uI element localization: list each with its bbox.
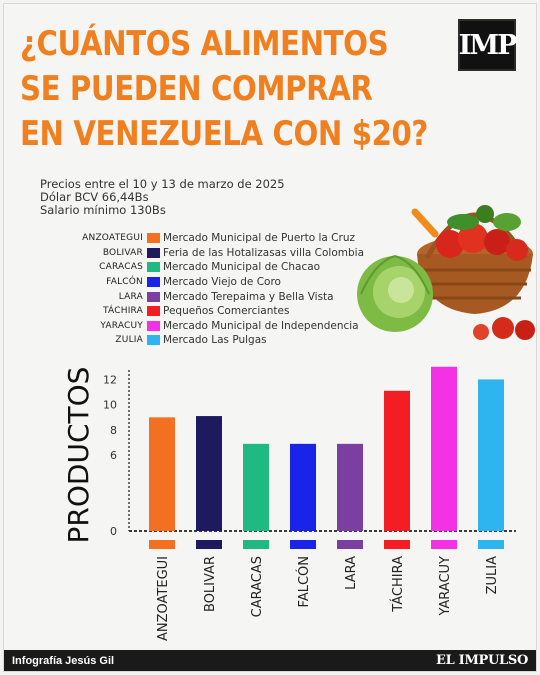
x-tick-label: BOLIVAR (203, 556, 218, 612)
legend-color-swatch (147, 247, 160, 258)
x-axis-swatch (431, 540, 457, 549)
legend-market-name: Mercado Las Pulgas (163, 334, 267, 347)
bar (243, 443, 269, 531)
bar-chart: PRODUCTOS 0 6 8 10 12 ANZOATEGUI BOLIVAR CARAC… (62, 366, 516, 641)
legend-market-name: Mercado Municipal de Puerto la Cruz (163, 232, 355, 245)
x-tick-label: LARA (344, 556, 359, 590)
legend-item: FALCÓN Mercado Viejo de Coro (44, 275, 364, 290)
legend-color-swatch (147, 320, 160, 331)
el-impulso-brand: EL IMPULSO (435, 653, 528, 668)
legend-color-swatch (147, 335, 160, 346)
legend-color-swatch (147, 233, 160, 244)
y-tick-label: 12 (103, 373, 117, 386)
x-tick-label: YARACUY (438, 556, 453, 617)
legend-market-name: Mercado Municipal de Independencia (163, 319, 359, 332)
y-axis-ticks: 0 6 8 10 12 (103, 373, 117, 538)
bar (149, 417, 175, 531)
x-tick-label: CARACAS (250, 556, 265, 617)
legend-item: CARACAS Mercado Municipal de Chacao (44, 260, 364, 275)
y-axis-title: PRODUCTOS (62, 367, 95, 544)
infographic-credit: Infografía Jesús Gil (12, 654, 115, 667)
x-axis-swatch (384, 540, 410, 549)
legend-state-code: CARACAS (99, 262, 143, 273)
x-tick-label: FALCÓN (296, 556, 312, 607)
legend-item: BOLIVAR Feria de las Hotalizasas villa Co… (44, 246, 364, 261)
legend-color-swatch (147, 291, 160, 302)
legend-color-swatch (147, 277, 160, 288)
bar (196, 416, 222, 531)
legend-state-code: BOLIVAR (102, 247, 143, 258)
x-axis-swatch (290, 540, 316, 549)
y-tick-label: 0 (110, 525, 117, 538)
x-axis-swatch (478, 540, 504, 549)
legend-item: TÁCHIRA Pequeños Comerciantes (44, 304, 364, 319)
headline-line-1: ¿CUÁNTOS ALIMENTOS (20, 24, 389, 64)
y-tick-label: 10 (103, 399, 117, 412)
state-market-legend: ANZOATEGUI Mercado Municipal de Puerto la… (44, 231, 364, 348)
bars (149, 366, 504, 531)
minimum-wage: Salario mínimo 130Bs (40, 203, 166, 217)
legend-state-code: FALCÓN (106, 277, 143, 288)
x-axis-labels: ANZOATEGUI BOLIVAR CARACAS FALCÓN LARA TÁCHIR… (156, 556, 500, 641)
legend-color-swatch (147, 306, 160, 317)
price-date-range: Precios entre el 10 y 13 de marzo de 202… (40, 177, 285, 191)
legend-state-code: TÁCHIRA (103, 306, 143, 317)
headline: ¿CUÁNTOS ALIMENTOS SE PUEDEN COMPRAR EN … (20, 22, 428, 157)
legend-market-name: Mercado Viejo de Coro (163, 276, 281, 289)
legend-market-name: Pequeños Comerciantes (163, 305, 290, 318)
legend-item: ANZOATEGUI Mercado Municipal de Puerto la… (44, 231, 364, 246)
x-axis-swatch (243, 540, 269, 549)
legend-market-name: Feria de las Hotalizasas villa Colombia (163, 246, 364, 259)
bar (290, 443, 316, 531)
bar (478, 379, 504, 531)
x-axis-swatch (196, 540, 222, 549)
legend-state-code: ANZOATEGUI (82, 233, 143, 244)
legend-state-code: LARA (118, 291, 143, 302)
legend-item: LARA Mercado Terepaima y Bella Vista (44, 289, 364, 304)
bar (384, 390, 410, 531)
vegetable-basket-illustration (357, 205, 535, 340)
headline-line-3: EN VENEZUELA CON $20? (20, 114, 428, 154)
bar (431, 366, 457, 531)
legend-state-code: YARACUY (100, 320, 143, 331)
price-info: Precios entre el 10 y 13 de marzo de 202… (40, 178, 285, 217)
legend-item: YARACUY Mercado Municipal de Independenci… (44, 319, 364, 334)
legend-market-name: Mercado Terepaima y Bella Vista (163, 290, 334, 303)
legend-color-swatch (147, 262, 160, 273)
x-tick-label: ZULIA (485, 556, 500, 594)
y-tick-label: 6 (110, 449, 117, 462)
footer-bar: Infografía Jesús Gil EL IMPULSO (4, 650, 536, 671)
y-tick-label: 8 (110, 424, 117, 437)
x-tick-label: ANZOATEGUI (156, 556, 171, 641)
headline-line-2: SE PUEDEN COMPRAR (20, 69, 373, 109)
x-axis-swatch (337, 540, 363, 549)
legend-state-code: ZULIA (115, 335, 143, 346)
legend-market-name: Mercado Municipal de Chacao (163, 261, 321, 274)
imp-logo: IMP (458, 19, 517, 71)
x-axis-swatch (149, 540, 175, 549)
legend-item: ZULIA Mercado Las Pulgas (44, 333, 364, 348)
infographic-frame (3, 3, 537, 672)
x-tick-label: TÁCHIRA (390, 556, 406, 613)
bar (337, 443, 363, 531)
dollar-rate: Dólar BCV 66,44Bs (40, 190, 149, 204)
x-axis-color-swatches (149, 540, 504, 549)
